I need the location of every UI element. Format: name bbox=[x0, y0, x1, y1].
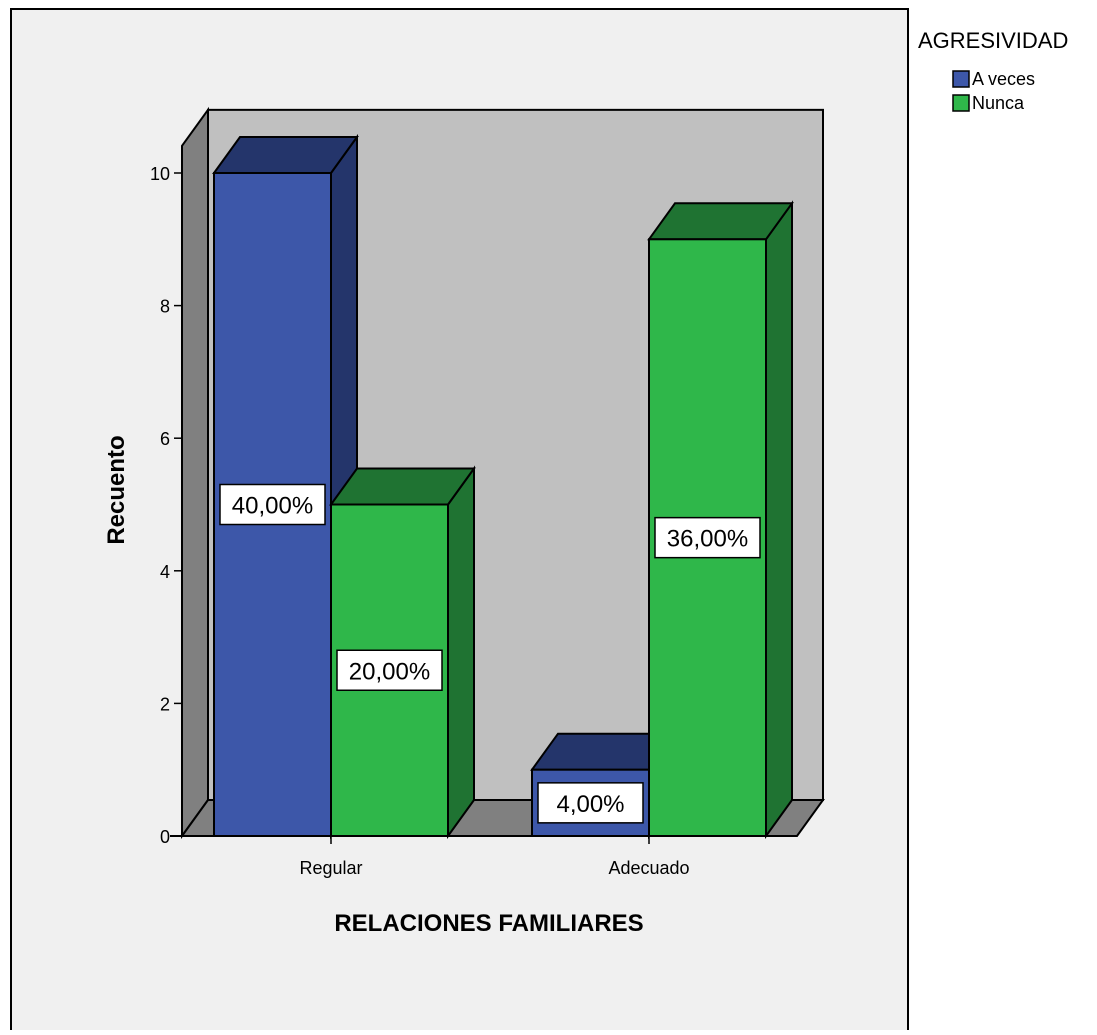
bar-side bbox=[765, 200, 793, 840]
legend-title: AGRESIVIDAD bbox=[918, 28, 1068, 53]
y-tick-label: 8 bbox=[160, 297, 170, 317]
bar-top bbox=[329, 467, 476, 506]
data-label: 4,00% bbox=[556, 791, 624, 818]
y-axis-title: Recuento bbox=[103, 435, 130, 544]
data-label-box bbox=[336, 649, 443, 691]
x-tick-label: Regular bbox=[299, 858, 362, 878]
data-label-box bbox=[654, 516, 761, 559]
legend-swatch bbox=[952, 70, 970, 88]
legend-items: A veces Nunca bbox=[952, 69, 1035, 113]
x-tick-label: Adecuado bbox=[608, 858, 689, 878]
data-label: 40,00% bbox=[232, 493, 313, 520]
y-tick-label: 4 bbox=[160, 562, 170, 582]
x-axis-title: RELACIONES FAMILIARES bbox=[334, 910, 643, 937]
data-label-box bbox=[537, 782, 644, 824]
legend-entry: A veces bbox=[972, 69, 1035, 89]
data-label: 36,00% bbox=[667, 526, 748, 553]
bar-side bbox=[447, 465, 475, 840]
y-tick-label: 10 bbox=[150, 164, 170, 184]
legend: AGRESIVIDAD A veces Nunca bbox=[918, 28, 1068, 113]
bar-top bbox=[647, 202, 794, 241]
legend-swatch bbox=[952, 94, 970, 112]
data-label-box bbox=[219, 483, 326, 526]
y-tick-label: 0 bbox=[160, 827, 170, 847]
legend-entry: Nunca bbox=[972, 93, 1025, 113]
y-tick-label: 6 bbox=[160, 429, 170, 449]
bar-top bbox=[212, 136, 359, 174]
plot-side-wall bbox=[181, 106, 209, 840]
y-tick-label: 2 bbox=[160, 694, 170, 714]
data-labels: 40,00% 20,00% 4,00% 36,00% bbox=[219, 483, 761, 824]
data-label: 20,00% bbox=[349, 658, 430, 685]
